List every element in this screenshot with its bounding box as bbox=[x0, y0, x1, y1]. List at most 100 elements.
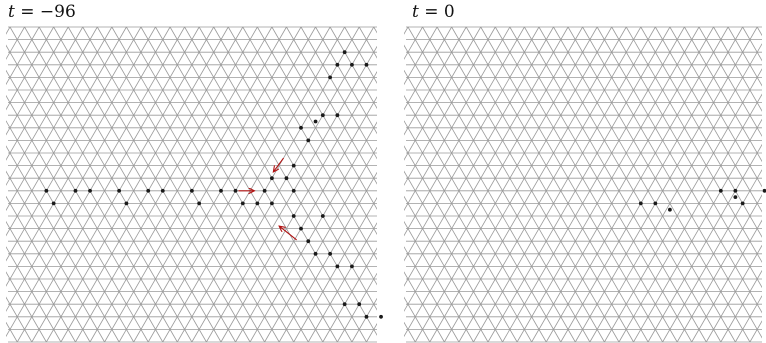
lattice-diag-line bbox=[176, 26, 360, 343]
lattice-diag-line bbox=[611, 26, 762, 289]
lattice-diag-line bbox=[227, 26, 377, 286]
particle-dot bbox=[335, 62, 340, 67]
lattice-diag-line bbox=[473, 26, 656, 343]
lattice-diag-line bbox=[404, 26, 540, 262]
lattice-diag-line bbox=[307, 222, 377, 343]
lattice-diag-line bbox=[133, 26, 316, 343]
lattice-diag-line bbox=[249, 121, 377, 343]
lattice-diag-line bbox=[220, 70, 377, 343]
lattice-diag-line bbox=[404, 94, 547, 343]
lattice-diag-line bbox=[713, 26, 762, 112]
lattice-diag-line bbox=[487, 26, 671, 343]
lattice-diag-line bbox=[589, 43, 762, 343]
particle-dot bbox=[733, 188, 738, 193]
lattice-diag-line bbox=[118, 26, 302, 343]
lattice-diag-line bbox=[89, 26, 273, 343]
lattice-diag-line bbox=[669, 26, 762, 188]
particle-dot bbox=[219, 188, 223, 193]
lattice-diag-line bbox=[560, 26, 743, 343]
lattice-diag-line bbox=[191, 26, 375, 343]
particle-dot bbox=[718, 188, 723, 193]
lattice-diag-line bbox=[655, 26, 762, 213]
lattice-diag-line bbox=[545, 26, 729, 343]
lattice-diag-line bbox=[509, 26, 693, 343]
lattice-diag-line bbox=[96, 26, 280, 343]
lattice-diag-line bbox=[404, 145, 518, 343]
particle-dot bbox=[124, 201, 129, 206]
lattice-diag-line bbox=[404, 26, 583, 338]
lattice-diag-line bbox=[633, 118, 762, 343]
particle-dot bbox=[668, 207, 672, 212]
lattice-diag-line bbox=[293, 196, 377, 343]
lattice-diag-line bbox=[698, 26, 762, 137]
lattice-diag-line bbox=[567, 26, 751, 343]
lattice-diag-line bbox=[582, 26, 762, 339]
lattice-diag-line bbox=[640, 26, 762, 238]
panel-t-0: t = 0 bbox=[398, 0, 766, 343]
particle-dot bbox=[299, 125, 303, 130]
lattice-diag-line bbox=[662, 169, 762, 343]
lattice-diag-line bbox=[596, 26, 762, 314]
time-value-right: = 0 bbox=[418, 2, 455, 22]
lattice-diag-line bbox=[329, 26, 377, 110]
lattice-diag-line bbox=[6, 26, 84, 161]
lattice-diag-line bbox=[705, 244, 762, 343]
lattice-diag-line bbox=[458, 26, 642, 343]
lattice-diag-line bbox=[398, 27, 401, 342]
particle-dot bbox=[335, 264, 340, 269]
particle-dot bbox=[364, 314, 369, 319]
lattice-diag-line bbox=[618, 93, 762, 343]
lattice-diag-line bbox=[6, 26, 113, 212]
lattice-diag-line bbox=[381, 27, 385, 342]
lattice-diag-line bbox=[6, 69, 164, 343]
lattice-diag-line bbox=[407, 26, 591, 343]
lattice-diag-line bbox=[126, 26, 309, 343]
lattice-diag-line bbox=[404, 26, 496, 186]
particle-dot bbox=[740, 201, 745, 206]
particle-dot bbox=[733, 195, 738, 200]
velocity-arrow bbox=[279, 226, 297, 241]
lattice-diag-line bbox=[625, 26, 762, 263]
lattice-lines bbox=[6, 26, 385, 343]
triangular-lattice-left bbox=[6, 26, 385, 343]
lattice-diag-line bbox=[24, 26, 207, 343]
lattice-diag-line bbox=[6, 26, 185, 338]
lattice-diag-line bbox=[6, 26, 54, 111]
lattice-diag-line bbox=[676, 194, 762, 343]
particle-dot bbox=[160, 188, 165, 193]
lattice-diag-line bbox=[6, 26, 40, 86]
particle-dot bbox=[270, 176, 274, 181]
particle-dot bbox=[255, 201, 260, 206]
particle-dot bbox=[240, 201, 245, 206]
lattice-diag-line bbox=[6, 246, 62, 343]
lattice-diag-line bbox=[75, 26, 258, 343]
lattice-diag-line bbox=[756, 26, 762, 37]
lattice-diag-line bbox=[404, 220, 474, 343]
particle-dot bbox=[364, 62, 369, 67]
lattice-diag-line bbox=[538, 26, 722, 343]
lattice-diag-line bbox=[242, 26, 377, 261]
lattice-diag-line bbox=[155, 26, 338, 343]
lattice-diag-line bbox=[451, 26, 634, 343]
lattice-diag-line bbox=[67, 26, 251, 343]
lattice-diag-line bbox=[315, 26, 377, 135]
lattice-diag-line bbox=[6, 145, 120, 343]
lattice-diag-line bbox=[60, 26, 244, 343]
lattice-diag-line bbox=[404, 26, 569, 312]
lattice-diag-line bbox=[436, 26, 620, 343]
lattice-lines bbox=[398, 26, 762, 343]
particle-dot bbox=[44, 188, 49, 193]
time-label-right: t = 0 bbox=[412, 2, 455, 22]
lattice-diag-line bbox=[735, 295, 762, 343]
lattice-diag-line bbox=[524, 26, 707, 343]
lattice-diag-line bbox=[6, 271, 47, 343]
lattice-diag-line bbox=[404, 44, 576, 343]
particle-dot bbox=[306, 239, 311, 244]
particles bbox=[44, 50, 383, 319]
lattice-diag-line bbox=[404, 195, 489, 343]
particle-dot bbox=[197, 201, 202, 206]
lattice-diag-line bbox=[553, 26, 736, 343]
lattice-diag-line bbox=[147, 26, 331, 343]
lattice-diag-line bbox=[404, 26, 482, 161]
lattice-diag-line bbox=[480, 26, 663, 343]
